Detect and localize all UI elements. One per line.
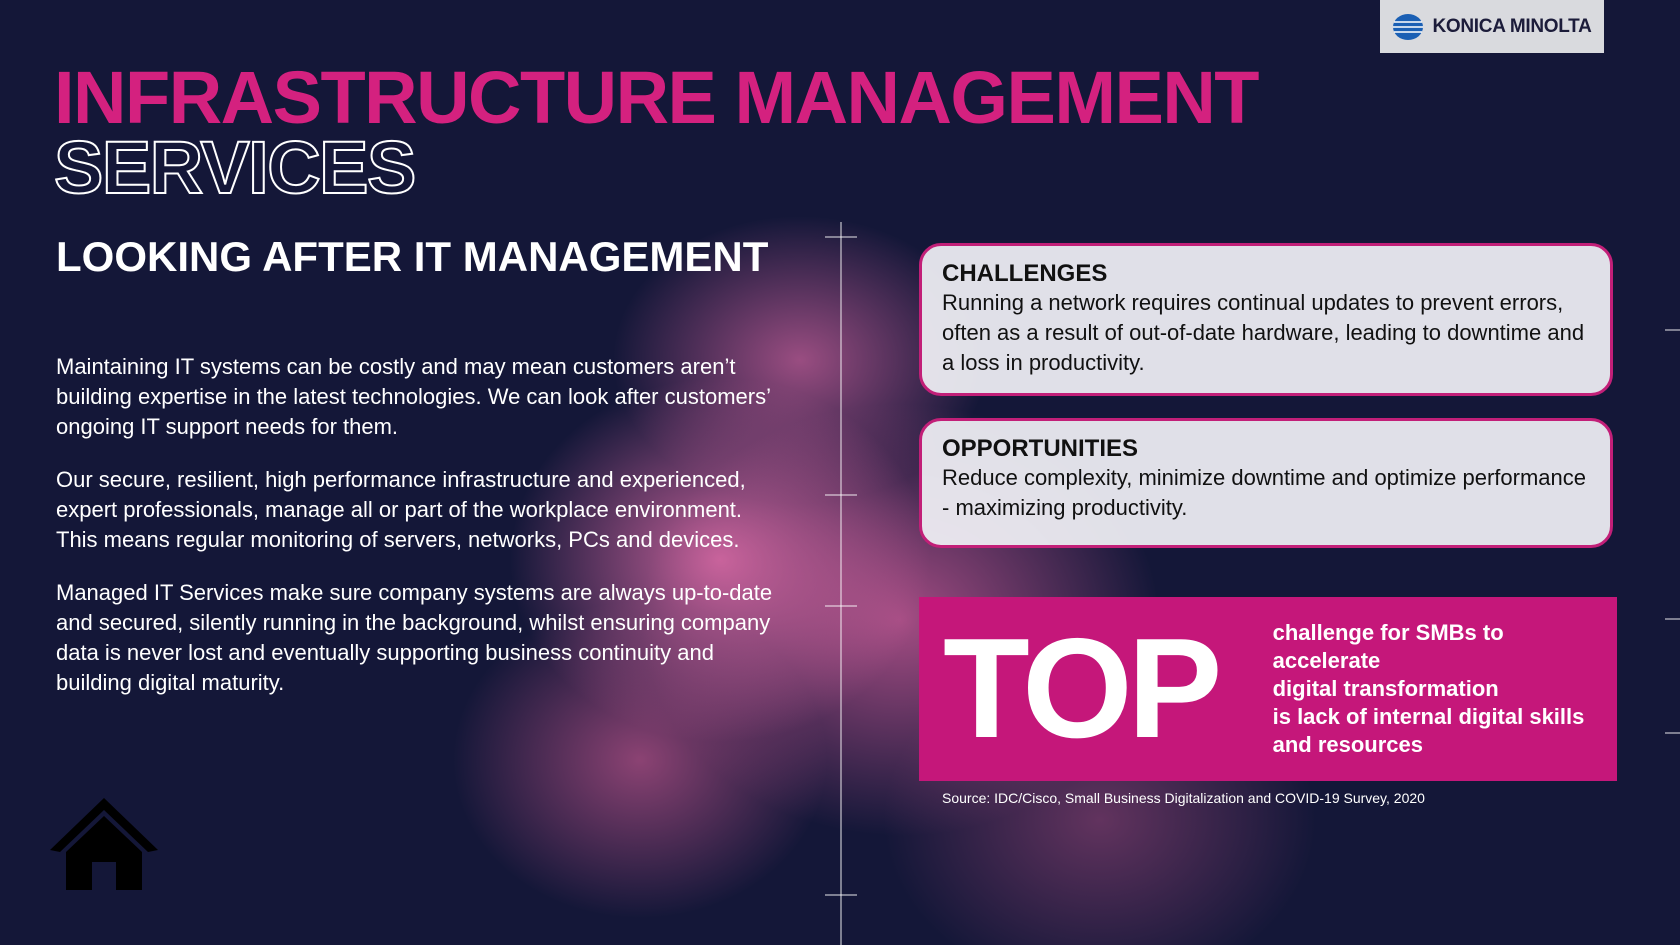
stat-big: TOP [943, 609, 1222, 768]
stat-box: TOP challenge for SMBs to accelerate dig… [919, 597, 1617, 781]
stat-line: and resources [1272, 732, 1424, 757]
source: Source: IDC/Cisco, Small Business Digita… [942, 790, 1425, 806]
title: INFRASTRUCTURE MANAGEMENT [54, 56, 1260, 139]
logo: KONICA MINOLTA [1380, 0, 1604, 53]
stat-line: digital transformation [1272, 676, 1499, 701]
stat-text: challenge for SMBs to accelerate digital… [1273, 619, 1617, 759]
logo-text: KONICA MINOLTA [1432, 15, 1592, 37]
paragraph: Maintaining IT systems can be costly and… [56, 354, 771, 439]
home-icon[interactable] [50, 798, 158, 890]
opportunities-card: OPPORTUNITIES Reduce complexity, minimiz… [919, 418, 1613, 548]
logo-mark [1393, 13, 1424, 40]
card-heading: CHALLENGES [942, 260, 1108, 287]
challenges-card: CHALLENGES Running a network requires co… [919, 243, 1613, 396]
stat-line: is lack of internal digital skills [1272, 704, 1585, 729]
paragraph: Managed IT Services make sure company sy… [56, 580, 773, 695]
card-heading: OPPORTUNITIES [942, 435, 1139, 462]
card-text: Reduce complexity, minimize downtime and… [942, 465, 1586, 520]
body: Maintaining IT systems can be costly and… [56, 352, 786, 721]
subtitle: LOOKING AFTER IT MANAGEMENT [56, 233, 769, 280]
card-text: Running a network requires continual upd… [942, 290, 1585, 375]
paragraph: Our secure, resilient, high performance … [56, 467, 746, 552]
stat-line: challenge for SMBs to accelerate [1272, 620, 1504, 673]
title-outline: SERVICES [53, 126, 417, 209]
